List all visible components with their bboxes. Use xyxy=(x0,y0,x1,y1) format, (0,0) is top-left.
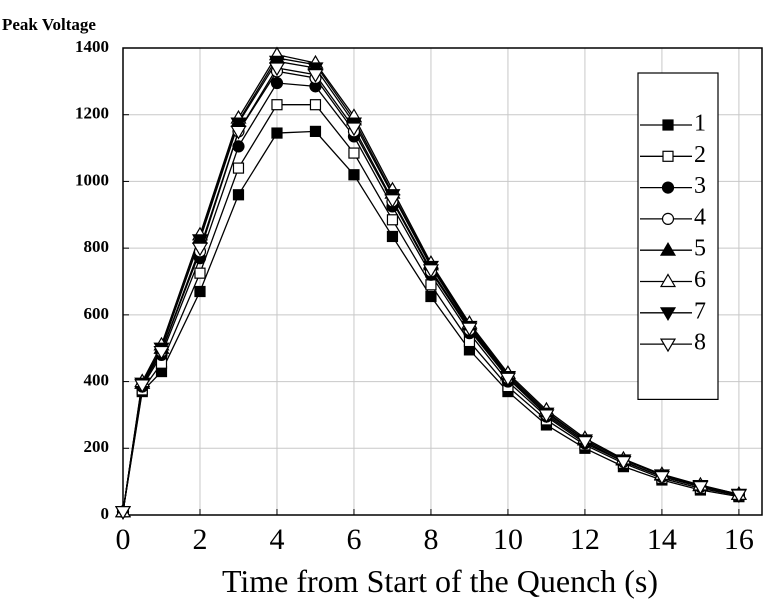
marker xyxy=(153,345,170,360)
legend: 1 2 3 4 5 6 7 8 xyxy=(637,72,719,400)
legend-marker xyxy=(659,242,677,256)
y-tick-label: 800 xyxy=(84,237,110,256)
marker xyxy=(422,264,439,279)
x-tick-label: 2 xyxy=(192,523,207,556)
y-tick-label: 1400 xyxy=(75,37,109,56)
marker xyxy=(232,140,245,153)
x-tick-label: 16 xyxy=(724,523,754,556)
y-tick-label: 600 xyxy=(84,304,110,323)
legend-box xyxy=(637,72,719,400)
series-line xyxy=(122,53,740,512)
marker xyxy=(270,76,284,90)
marker xyxy=(345,122,363,137)
marker xyxy=(386,214,399,226)
marker xyxy=(309,125,322,137)
marker xyxy=(425,290,437,303)
marker xyxy=(348,147,360,159)
x-tick-label: 8 xyxy=(423,523,438,556)
legend-marker xyxy=(661,181,675,194)
x-tick-label: 12 xyxy=(570,523,600,556)
marker xyxy=(461,322,478,337)
legend-label: 7 xyxy=(694,298,706,324)
y-tick-label: 1000 xyxy=(75,170,109,189)
series-line xyxy=(122,104,740,512)
marker xyxy=(615,456,632,470)
marker xyxy=(348,169,360,181)
legend-marker xyxy=(662,150,674,162)
y-tick-label: 1200 xyxy=(75,104,109,123)
marker xyxy=(230,117,247,132)
marker xyxy=(230,125,247,140)
legend-label: 6 xyxy=(694,267,706,293)
marker xyxy=(134,379,151,394)
marker xyxy=(653,471,670,485)
legend-label: 5 xyxy=(694,236,706,262)
marker xyxy=(730,489,747,504)
marker xyxy=(114,506,132,520)
x-tick-label: 4 xyxy=(269,523,284,556)
legend-label: 8 xyxy=(694,330,706,356)
marker xyxy=(194,285,206,298)
y-tick-label: 200 xyxy=(84,437,110,456)
marker xyxy=(191,234,209,248)
marker xyxy=(268,55,286,70)
legend-label: 4 xyxy=(694,204,706,230)
legend-marker xyxy=(659,273,677,288)
series-line xyxy=(122,130,740,512)
x-tick-label: 10 xyxy=(493,523,523,556)
x-tick-label: 14 xyxy=(647,523,677,556)
legend-marker xyxy=(661,212,675,225)
x-tick-label: 6 xyxy=(346,523,361,556)
marker xyxy=(307,69,324,83)
marker xyxy=(307,62,324,77)
legend-marker xyxy=(659,307,677,321)
marker xyxy=(191,242,209,257)
x-tick-label: 0 xyxy=(116,523,131,556)
marker xyxy=(384,194,401,208)
plot-frame xyxy=(122,47,763,516)
marker xyxy=(499,372,516,387)
x-axis-label: Time from Start of the Quench (s) xyxy=(222,563,658,599)
marker xyxy=(538,409,555,424)
marker xyxy=(271,127,283,139)
marker xyxy=(576,436,593,450)
marker xyxy=(692,481,709,495)
legend-marker xyxy=(659,338,677,353)
y-axis-label: Peak Voltage xyxy=(2,15,96,34)
legend-label: 3 xyxy=(694,173,706,199)
marker xyxy=(268,62,286,77)
marker xyxy=(309,99,322,111)
legend-marker xyxy=(662,119,674,131)
marker xyxy=(232,189,245,201)
marker xyxy=(386,230,399,243)
marker xyxy=(194,267,206,279)
legend-label: 2 xyxy=(694,142,706,168)
y-tick-label: 0 xyxy=(101,504,110,523)
y-tick-label: 400 xyxy=(84,370,110,389)
marker xyxy=(232,162,245,174)
marker xyxy=(271,99,283,111)
marker xyxy=(425,279,437,291)
legend-label: 1 xyxy=(694,111,706,137)
